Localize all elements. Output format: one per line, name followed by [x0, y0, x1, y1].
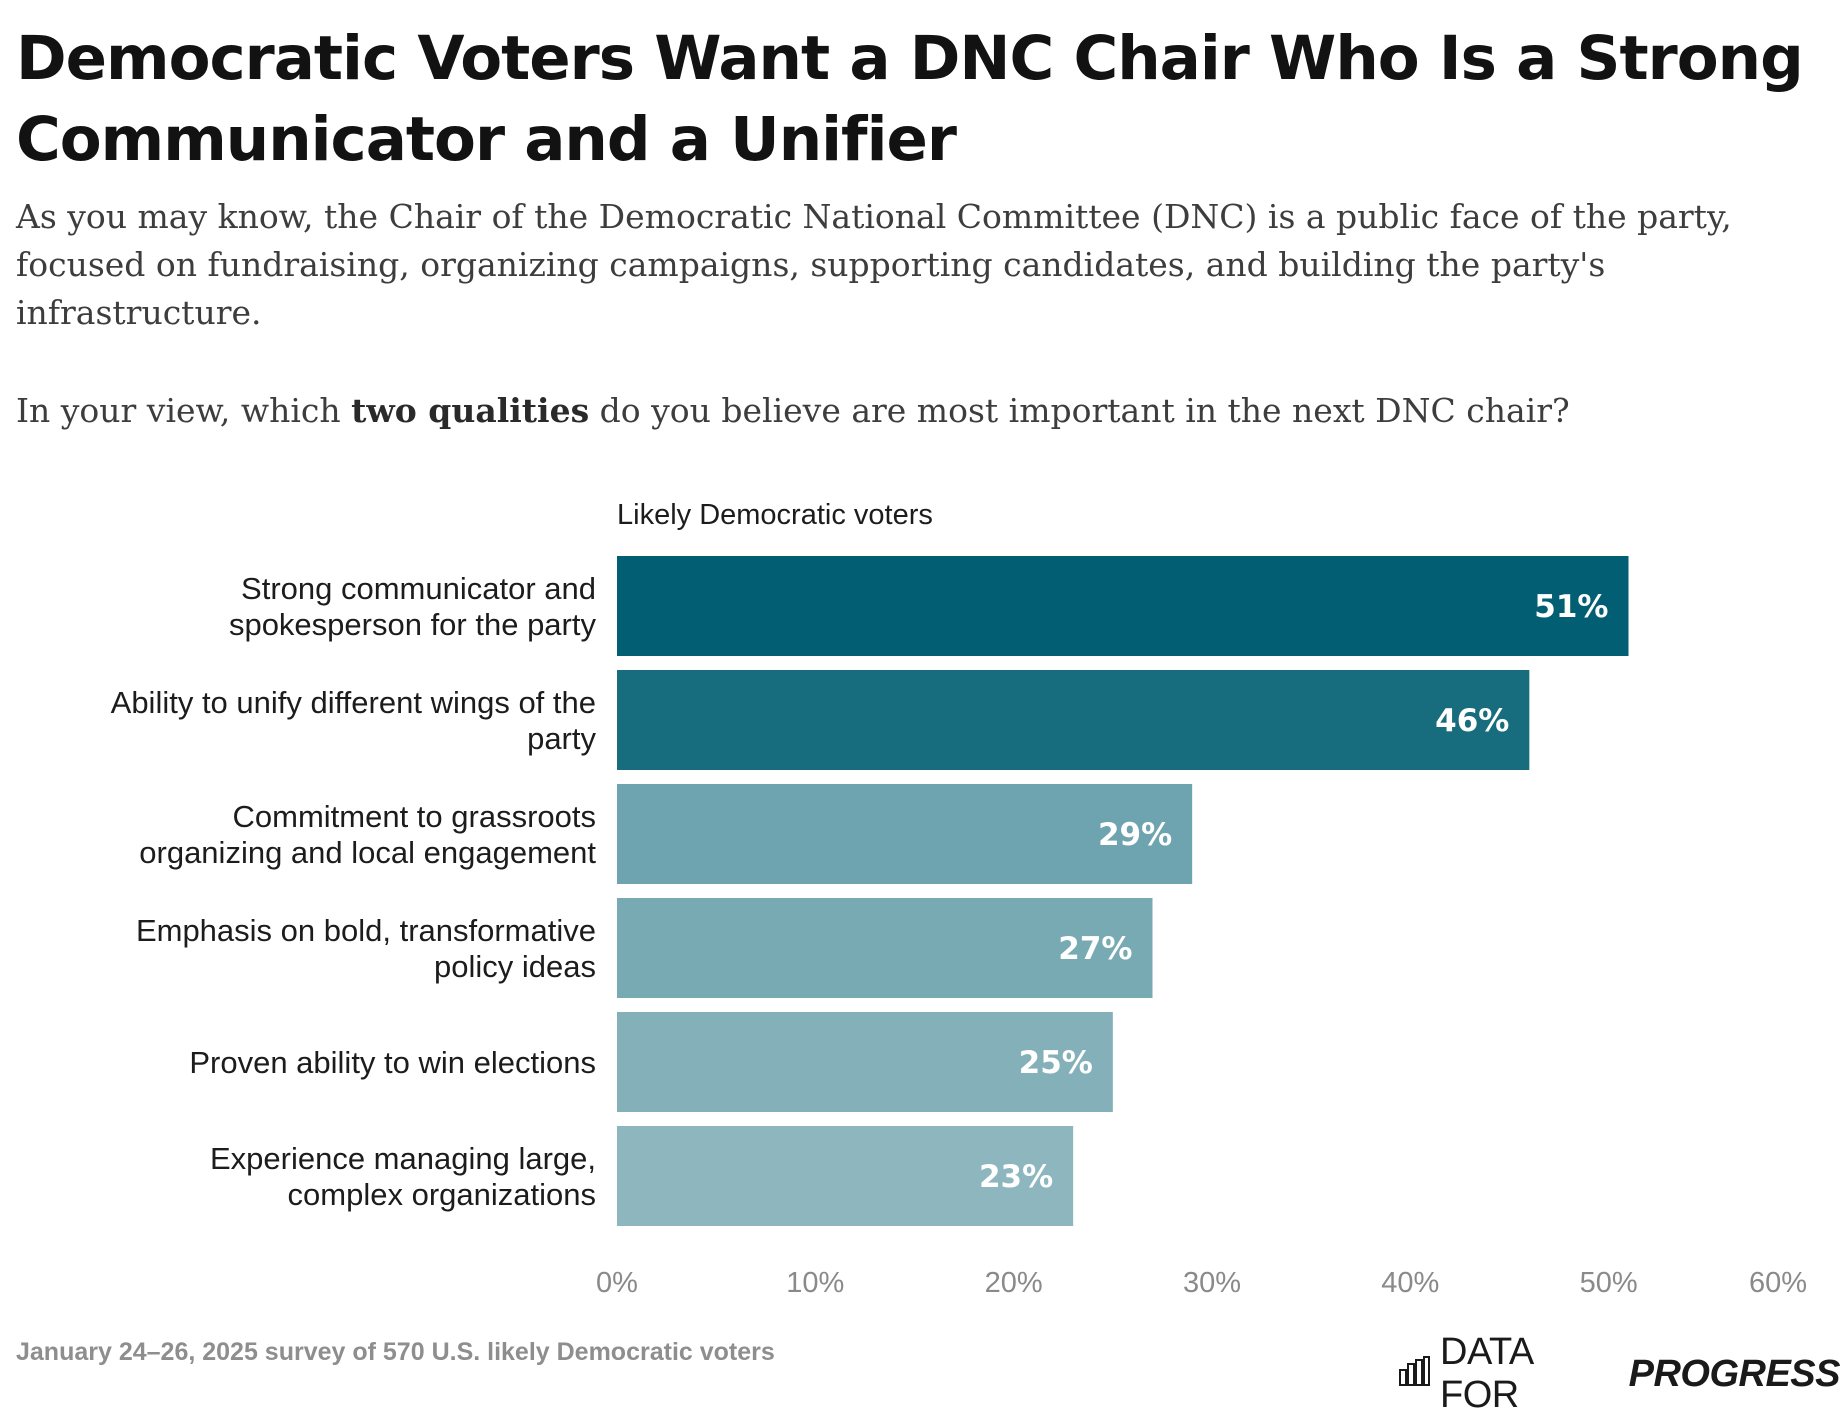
question-bold: two qualities	[351, 391, 590, 430]
chart-title: Democratic Voters Want a DNC Chair Who I…	[16, 23, 1804, 175]
x-tick-label: 10%	[786, 1267, 844, 1299]
survey-question: In your view, which two qualities do you…	[16, 387, 1796, 435]
logo-text-bold: PROGRESS	[1628, 1352, 1840, 1395]
category-label: Experience managing large, complex organi…	[210, 1141, 596, 1212]
chart-subtitle: As you may know, the Chair of the Democr…	[16, 197, 1732, 332]
bar	[617, 1126, 1074, 1226]
category-label-line: policy ideas	[434, 949, 596, 984]
logo-text-regular: DATA FOR	[1440, 1331, 1532, 1416]
bar-value-label: 51%	[1534, 589, 1608, 625]
x-tick-label: 0%	[596, 1267, 638, 1299]
bar	[617, 556, 1629, 656]
bar	[617, 1012, 1113, 1112]
x-tick-label: 60%	[1749, 1267, 1807, 1299]
category-label-line: Emphasis on bold, transformative	[136, 913, 596, 948]
bar	[617, 784, 1193, 884]
category-label-line: Experience managing large,	[210, 1141, 596, 1176]
x-tick-label: 40%	[1381, 1267, 1439, 1299]
group-label: Likely Democratic voters	[617, 499, 933, 531]
bar-chart-logo-icon	[1398, 1353, 1430, 1396]
x-tick-label: 30%	[1183, 1267, 1241, 1299]
category-label-line: Commitment to grassroots	[233, 799, 597, 834]
bar-value-label: 46%	[1435, 703, 1509, 739]
bar	[617, 898, 1153, 998]
category-label-line: Strong communicator and	[241, 571, 596, 606]
category-label-line: Proven ability to win elections	[189, 1045, 596, 1080]
data-for-progress-logo: DATA FOR PROGRESS	[1398, 1331, 1840, 1417]
bar-value-label: 27%	[1058, 931, 1132, 967]
category-label: Strong communicator and spokesperson for …	[229, 571, 597, 642]
category-label-line: party	[527, 721, 596, 756]
question-suffix: do you believe are most important in the…	[589, 391, 1570, 430]
category-label: Proven ability to win elections	[189, 1045, 596, 1080]
category-label-line: complex organizations	[288, 1177, 596, 1212]
category-label-line: spokesperson for the party	[229, 607, 597, 642]
category-label: Commitment to grassroots organizing and l…	[139, 799, 596, 870]
bar	[617, 670, 1530, 770]
source-note: January 24–26, 2025 survey of 570 U.S. l…	[16, 1338, 775, 1366]
bar-value-label: 25%	[1019, 1045, 1093, 1081]
category-label: Ability to unify different wings of the p…	[111, 685, 597, 756]
bar-chart: 51% Strong communicator and spokesperson f…	[111, 556, 1807, 1299]
question-prefix: In your view, which	[16, 391, 352, 430]
x-tick-label: 20%	[985, 1267, 1043, 1299]
category-label: Emphasis on bold, transformative policy i…	[136, 913, 596, 984]
bar-value-label: 29%	[1098, 817, 1172, 853]
category-label-line: organizing and local engagement	[139, 835, 596, 870]
x-tick-label: 50%	[1580, 1267, 1638, 1299]
bar-value-label: 23%	[979, 1159, 1053, 1195]
category-label-line: Ability to unify different wings of the	[111, 685, 596, 720]
